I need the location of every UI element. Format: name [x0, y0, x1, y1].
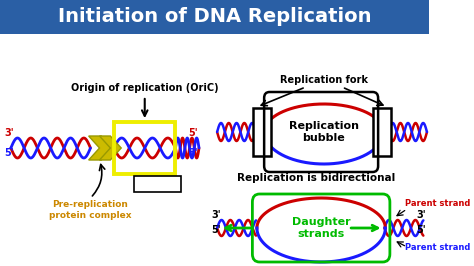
Text: 3': 3'	[188, 148, 198, 158]
Text: Parent strand: Parent strand	[405, 243, 471, 252]
Text: 3': 3'	[5, 128, 14, 138]
Text: Daughter
strands: Daughter strands	[292, 217, 350, 239]
Text: Replication is bidirectional: Replication is bidirectional	[237, 173, 396, 183]
Text: 3': 3'	[212, 210, 221, 220]
Text: Replication
bubble: Replication bubble	[289, 121, 359, 143]
Text: Origin of replication (OriC): Origin of replication (OriC)	[71, 83, 219, 93]
Polygon shape	[89, 136, 112, 160]
Text: Pre-replication
protein complex: Pre-replication protein complex	[49, 200, 132, 220]
Text: 5': 5'	[416, 225, 426, 235]
Polygon shape	[100, 136, 121, 160]
Text: Replication fork: Replication fork	[280, 75, 368, 85]
Text: 3': 3'	[416, 210, 426, 220]
Bar	[0, 0, 429, 34]
Text: 5': 5'	[212, 225, 221, 235]
Bar	[253, 108, 272, 156]
Bar	[114, 122, 175, 174]
Bar	[134, 176, 181, 192]
Text: 5': 5'	[188, 128, 198, 138]
Text: Initiation of DNA Replication: Initiation of DNA Replication	[58, 7, 371, 27]
Text: 5': 5'	[5, 148, 14, 158]
Text: A and T: A and T	[135, 179, 180, 189]
Text: Parent strand: Parent strand	[405, 199, 471, 208]
Bar	[373, 108, 391, 156]
